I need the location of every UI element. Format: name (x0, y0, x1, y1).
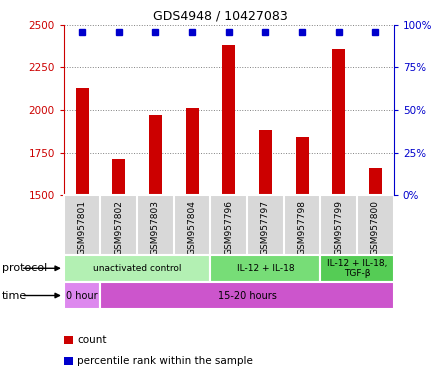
Text: GSM957804: GSM957804 (187, 200, 197, 255)
Text: time: time (2, 291, 27, 301)
Bar (64, 282, 100, 309)
Text: count: count (77, 335, 106, 345)
Bar (296, 137, 308, 195)
Text: GDS4948 / 10427083: GDS4948 / 10427083 (153, 10, 287, 23)
Text: unactivated control: unactivated control (93, 264, 181, 273)
Bar (332, 49, 345, 195)
Bar (100, 282, 394, 309)
Text: IL-12 + IL-18,
TGF-β: IL-12 + IL-18, TGF-β (327, 258, 387, 278)
Bar (320, 255, 394, 282)
Text: GSM957800: GSM957800 (371, 200, 380, 255)
Text: GSM957801: GSM957801 (77, 200, 87, 255)
Text: GSM957797: GSM957797 (261, 200, 270, 255)
Bar (186, 108, 198, 195)
Bar (149, 115, 162, 195)
Bar (210, 255, 320, 282)
Text: GSM957796: GSM957796 (224, 200, 233, 255)
Bar (369, 168, 382, 195)
Bar (64, 255, 210, 282)
Bar (112, 159, 125, 195)
Text: 0 hour: 0 hour (66, 291, 98, 301)
Text: GSM957799: GSM957799 (334, 200, 343, 255)
Text: GSM957803: GSM957803 (151, 200, 160, 255)
Bar (76, 88, 88, 195)
Bar (259, 131, 272, 195)
Text: IL-12 + IL-18: IL-12 + IL-18 (237, 264, 294, 273)
Text: percentile rank within the sample: percentile rank within the sample (77, 356, 253, 366)
Text: GSM957802: GSM957802 (114, 200, 123, 255)
Text: 15-20 hours: 15-20 hours (218, 291, 277, 301)
Bar (222, 45, 235, 195)
Text: protocol: protocol (2, 263, 48, 273)
Text: GSM957798: GSM957798 (297, 200, 307, 255)
